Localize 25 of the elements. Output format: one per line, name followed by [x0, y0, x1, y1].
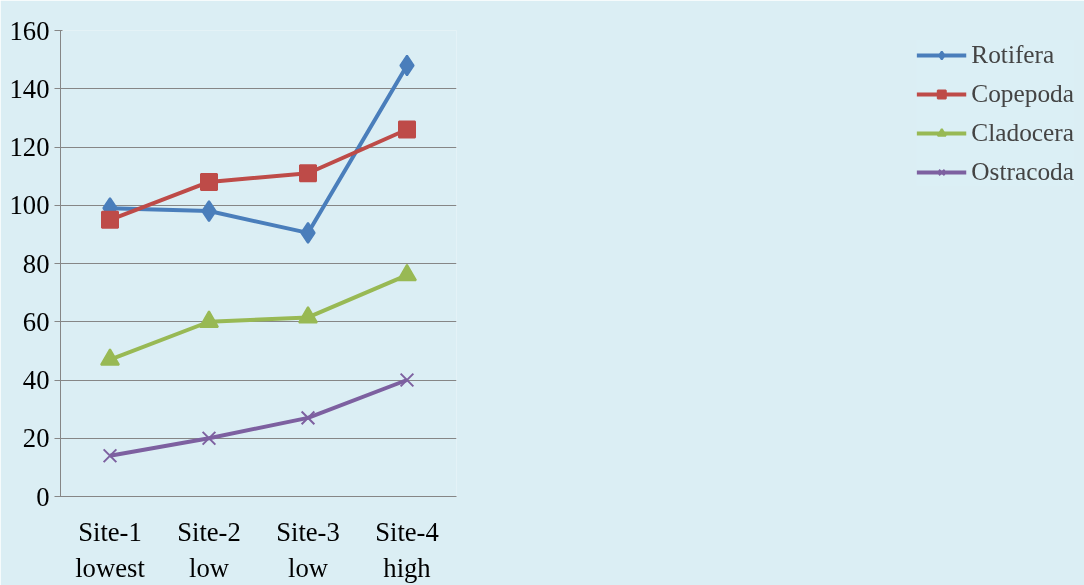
- point: [299, 164, 317, 183]
- y-tick-label: 0: [36, 481, 50, 512]
- x-tick-label: Site-2 low: [177, 516, 241, 583]
- point: [399, 372, 415, 388]
- point: [201, 430, 217, 446]
- y-tick-label: 140: [9, 73, 50, 104]
- legend-label: Copepoda: [971, 79, 1074, 108]
- legend-label: Rotifera: [971, 40, 1055, 69]
- point: [398, 120, 416, 139]
- point: [101, 210, 119, 229]
- x-tick-label: Site-4 high: [375, 516, 439, 583]
- y-tick-label: 80: [22, 248, 50, 279]
- x-tick-label: Site-1 lowest: [75, 516, 146, 583]
- y-tick-label: 100: [9, 190, 50, 221]
- legend-label: Cladocera: [971, 118, 1074, 147]
- y-tick-label: 120: [9, 132, 50, 162]
- y-tick-label: 40: [22, 365, 50, 395]
- point: [300, 410, 316, 426]
- point: [102, 448, 118, 464]
- x-tick-label: Site-3 low: [276, 516, 340, 583]
- y-tick-label: 20: [22, 423, 50, 454]
- y-tick-label: 60: [22, 306, 50, 337]
- point: [200, 172, 218, 191]
- legend-label: Ostracoda: [971, 157, 1074, 186]
- y-tick-label: 160: [9, 15, 50, 46]
